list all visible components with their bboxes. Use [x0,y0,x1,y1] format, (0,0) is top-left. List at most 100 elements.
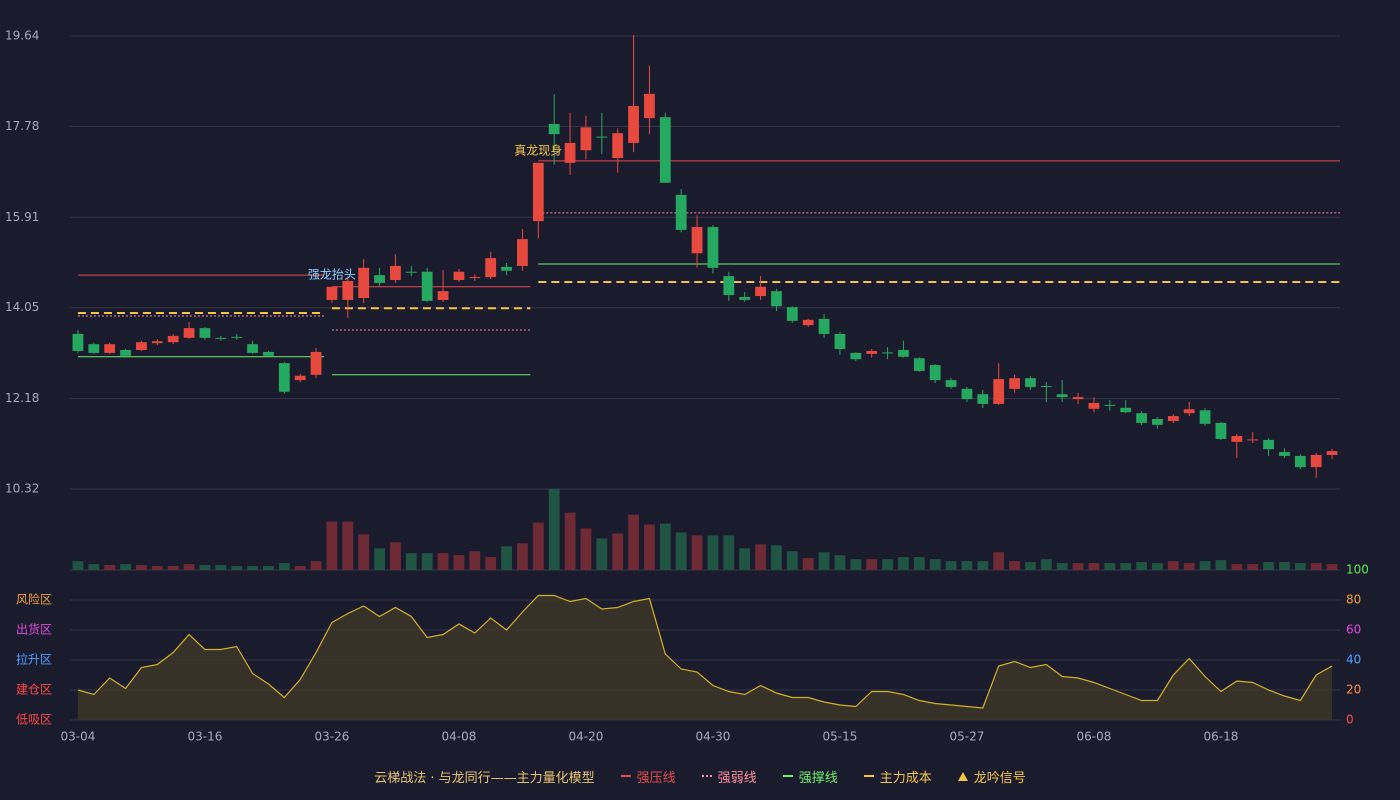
candle-body [1231,436,1243,442]
volume-bar [1279,562,1290,570]
legend-label: 主力成本 [879,770,932,786]
volume-bar [501,546,512,570]
candle-body [294,375,306,381]
volume-bar [1009,561,1020,570]
candle-body [104,344,116,353]
volume-bar [1072,563,1084,570]
candle-body [358,267,370,298]
candle-body [850,352,862,360]
candle-body [390,265,401,280]
legend-label: 强撑线 [798,770,838,786]
volume-bar [961,561,973,570]
candle-body [866,350,878,354]
volume-bar [183,564,195,570]
volume-bar [326,521,338,570]
y-tick-label: 14.05 [5,300,39,314]
volume-bar [421,553,433,570]
volume-bar [120,564,131,570]
candle-body [1199,410,1211,424]
legend-item[interactable]: 主力成本 [863,767,932,786]
volume-bar [1104,563,1116,570]
zone-label: 风险区 [16,592,52,607]
volume-bar [358,534,370,570]
candle-body [1072,397,1084,400]
volume-bar [739,548,751,570]
candle-body [1136,413,1147,423]
volume-bar [802,558,814,570]
candle-body [183,328,195,338]
volume-bar [1088,563,1100,570]
candle-body [1025,378,1036,387]
volume-bar [437,553,449,570]
zone-label: 出货区 [16,622,52,637]
volume-bar [1040,559,1052,570]
volume-bar [818,552,830,570]
x-tick-label: 03-04 [61,730,96,744]
legend-item[interactable]: 强压线 [620,767,676,786]
legend-swatch [782,775,793,777]
candle-body [675,194,687,230]
candle-body [786,307,798,321]
candle-body [1183,409,1195,414]
volume-bar [1152,563,1163,570]
legend-title: 云梯战法 · 与龙同行——主力量化模型 [374,770,595,786]
candle-body [1056,394,1068,398]
legend: 云梯战法 · 与龙同行——主力量化模型 强压线 强弱线 强撑线 主力成本 龙吟信号 [0,766,1400,786]
candle-body [755,286,766,297]
candle-body [263,351,274,356]
legend-swatch [957,771,968,781]
legend-item[interactable]: 强弱线 [701,767,757,786]
candle-body [834,333,846,350]
candle-body [437,291,449,300]
y2-tick-label: 60 [1346,623,1361,637]
candle-body [913,358,925,371]
x-tick-label: 03-16 [188,730,223,744]
y2-tick-label: 20 [1346,683,1361,697]
volume-bar [1294,563,1306,570]
legend-label: 强压线 [636,770,676,786]
volume-bar [72,561,84,570]
candle-body [596,136,608,138]
candle-body [882,352,893,354]
volume-bar [136,565,147,570]
candle-body [136,342,147,350]
y2-tick-label: 40 [1346,653,1361,667]
zone-label: 建仓区 [16,683,52,697]
candle-body [739,297,751,300]
candle-body [421,271,433,301]
volume-bar [1215,560,1227,570]
legend-label: 龙吟信号 [973,770,1026,786]
volume-bar [1326,564,1338,570]
y-tick-label: 10.32 [5,482,39,496]
volume-bar [294,566,306,570]
candle-body [929,365,941,381]
volume-bar [1136,562,1147,570]
candle-body [818,318,830,334]
candle-body [564,142,576,163]
volume-bar [278,563,290,570]
candle-body [771,291,782,307]
legend-swatch [620,775,631,777]
zone-label: 拉升区 [16,652,52,667]
candle-body [707,227,719,268]
volume-bar [390,542,401,570]
candle-body [898,349,909,357]
volume-bar [850,559,862,570]
chart: 19.64 17.78 15.91 14.05 12.18 10.32 0 20 40 60 80 1… [5,29,1369,744]
candle-body [501,266,512,271]
volume-bar [707,535,719,570]
candle-body [548,123,560,135]
candle-body [644,93,655,119]
volume-bar [247,566,258,570]
volume-bar [612,533,624,570]
y2-tick-label: 100 [1346,563,1369,577]
candle-body [1263,439,1274,450]
candle-body [151,341,163,344]
volume-bar [1199,561,1211,570]
legend-item[interactable]: 强撑线 [782,767,838,786]
volume-bar [231,566,243,570]
candle-body [1279,452,1290,456]
candle-body [326,286,338,300]
candle-body [1152,419,1163,425]
legend-item[interactable]: 龙吟信号 [957,767,1026,786]
